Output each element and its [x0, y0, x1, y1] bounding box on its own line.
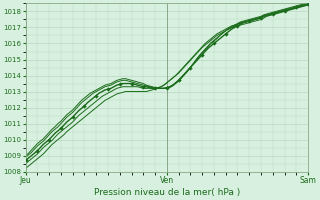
X-axis label: Pression niveau de la mer( hPa ): Pression niveau de la mer( hPa ) [94, 188, 240, 197]
